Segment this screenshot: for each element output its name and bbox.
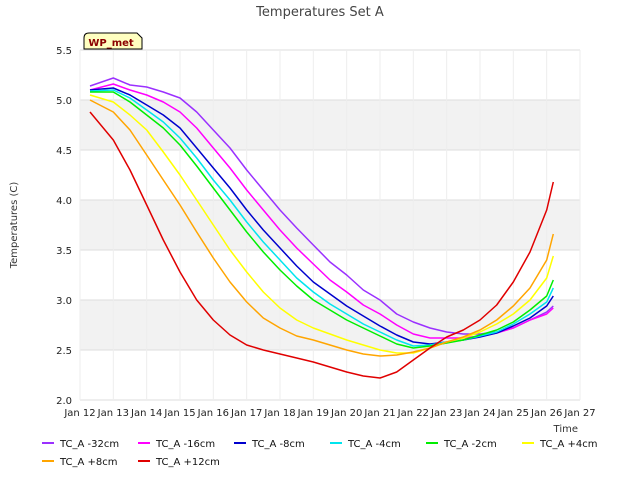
legend-label-7: TC_A +12cm xyxy=(155,457,220,468)
badge-shape xyxy=(83,32,143,50)
x-tick-label-9: Jan 21 xyxy=(363,408,395,419)
x-tick-label-0: Jan 12 xyxy=(63,408,95,419)
x-tick-label-13: Jan 25 xyxy=(497,408,529,419)
series-line-tca+12cm xyxy=(89,111,555,379)
x-tick-label-6: Jan 18 xyxy=(263,408,295,419)
x-tick-label-14: Jan 26 xyxy=(530,408,562,419)
y-tick-label-5: 4.5 xyxy=(56,146,72,157)
y-tick-label-6: 5.0 xyxy=(56,96,72,107)
band-0 xyxy=(80,300,580,350)
legend-label-6: TC_A +8cm xyxy=(59,457,118,468)
x-tick-label-15: Jan 27 xyxy=(563,408,595,419)
legend: TC_A -32cm TC_A -16cm TC_A -8cm TC_A -4cm TC… xyxy=(42,439,598,468)
legend-label-2: TC_A -8cm xyxy=(251,439,305,450)
x-tick-label-3: Jan 15 xyxy=(163,408,195,419)
x-tick-label-4: Jan 16 xyxy=(197,408,229,419)
y-tick-label-1: 2.5 xyxy=(56,346,72,357)
legend-label-5: TC_A +4cm xyxy=(539,439,598,450)
chart-title: Temperatures Set A xyxy=(255,5,384,20)
series-line-tca+4cm xyxy=(89,94,555,354)
series-line-tca-2cm xyxy=(90,91,554,349)
x-tick-label-5: Jan 17 xyxy=(230,408,262,419)
series-line-tca-4cm xyxy=(89,89,554,347)
x-tick-label-7: Jan 19 xyxy=(297,408,329,419)
series-layer xyxy=(89,77,555,379)
y-tick-label-3: 3.5 xyxy=(56,246,72,257)
plot-background xyxy=(79,49,581,401)
legend-label-1: TC_A -16cm xyxy=(155,439,215,450)
series-line-tca+8cm xyxy=(89,99,555,357)
legend-label-3: TC_A -4cm xyxy=(347,439,401,450)
x-axis-label: Time xyxy=(553,424,578,435)
y-tick-label-2: 3.0 xyxy=(56,296,72,307)
station-badge: WP_met xyxy=(83,32,143,50)
band-2 xyxy=(80,100,580,150)
y-tick-label-7: 5.5 xyxy=(56,46,72,57)
y-tick-label-4: 4.0 xyxy=(56,196,72,207)
x-tick-label-1: Jan 13 xyxy=(97,408,129,419)
series-line-tca-8cm xyxy=(89,87,554,345)
x-tick-label-8: Jan 20 xyxy=(330,408,362,419)
y-tick-labels: 2.0 2.5 3.0 3.5 4.0 4.5 5.0 5.5 xyxy=(56,46,72,407)
x-tick-label-11: Jan 23 xyxy=(430,408,462,419)
x-tick-label-10: Jan 22 xyxy=(397,408,429,419)
x-tick-label-2: Jan 14 xyxy=(130,408,162,419)
legend-label-4: TC_A -2cm xyxy=(443,439,497,450)
y-tick-label-0: 2.0 xyxy=(56,396,72,407)
background-bands xyxy=(80,100,580,350)
badge-label: WP_met xyxy=(88,38,134,49)
y-axis-label: Temperatures (C) xyxy=(9,182,20,270)
band-1 xyxy=(80,200,580,250)
x-tick-label-12: Jan 24 xyxy=(463,408,495,419)
legend-label-0: TC_A -32cm xyxy=(59,439,119,450)
x-tick-labels: Jan 12 Jan 13 Jan 14 Jan 15 Jan 16 Jan 17 Jan … xyxy=(63,408,595,419)
